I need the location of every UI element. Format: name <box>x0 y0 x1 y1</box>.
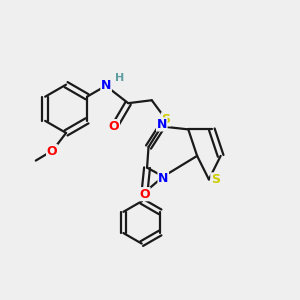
Text: N: N <box>101 79 111 92</box>
Text: O: O <box>46 145 57 158</box>
Text: S: S <box>211 173 220 186</box>
Text: S: S <box>161 113 170 126</box>
Text: O: O <box>109 120 119 133</box>
Text: N: N <box>158 172 168 185</box>
Text: H: H <box>115 73 124 83</box>
Text: N: N <box>157 118 167 131</box>
Text: O: O <box>140 188 150 201</box>
